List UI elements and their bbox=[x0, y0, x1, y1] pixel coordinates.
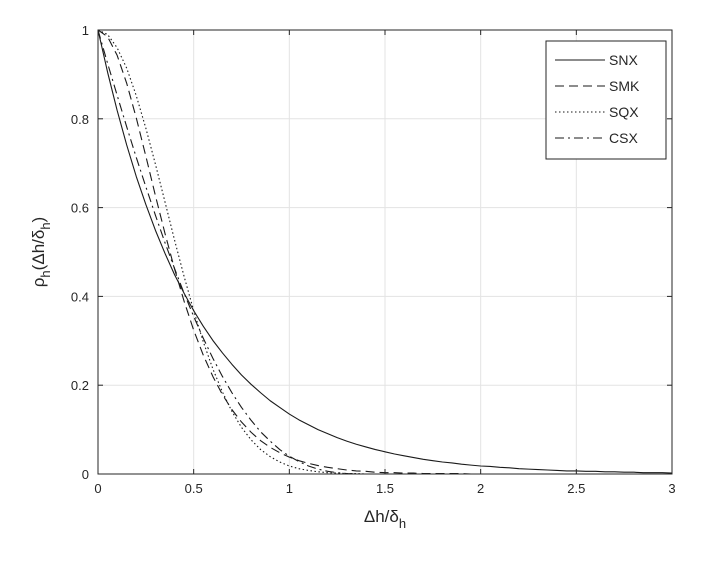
legend-label-sqx: SQX bbox=[609, 104, 639, 120]
legend-label-smk: SMK bbox=[609, 78, 640, 94]
x-tick-label: 1 bbox=[286, 481, 293, 496]
legend-label-csx: CSX bbox=[609, 130, 638, 146]
svg-text:ρh(Δh/δh): ρh(Δh/δh) bbox=[29, 217, 53, 287]
y-tick-label: 0.2 bbox=[71, 378, 89, 393]
legend-box bbox=[545, 40, 667, 160]
y-tick-label: 0 bbox=[82, 467, 89, 482]
x-tick-label: 2.5 bbox=[567, 481, 585, 496]
x-tick-label: 1.5 bbox=[376, 481, 394, 496]
y-tick-labels: 0 0.2 0.4 0.6 0.8 1 bbox=[71, 23, 89, 482]
x-tick-label: 0.5 bbox=[185, 481, 203, 496]
x-tick-label: 0 bbox=[94, 481, 101, 496]
svg-text:Δh/δh: Δh/δh bbox=[364, 507, 406, 531]
y-tick-label: 1 bbox=[82, 23, 89, 38]
axis-ticks bbox=[97, 29, 673, 475]
legend: SNX SMK SQX CSX bbox=[545, 40, 667, 160]
x-axis-label: Δh/δh bbox=[364, 507, 406, 531]
series-line-sqx bbox=[97, 29, 672, 475]
x-tick-label: 2 bbox=[477, 481, 484, 496]
y-tick-label: 0.4 bbox=[71, 289, 89, 304]
y-tick-label: 0.8 bbox=[71, 112, 89, 127]
y-axis-label: ρh(Δh/δh) bbox=[29, 217, 53, 287]
y-tick-label: 0.6 bbox=[71, 201, 89, 216]
x-tick-labels: 0 0.5 1 1.5 2 2.5 3 bbox=[94, 481, 675, 496]
x-tick-label: 3 bbox=[668, 481, 675, 496]
legend-label-snx: SNX bbox=[609, 52, 638, 68]
